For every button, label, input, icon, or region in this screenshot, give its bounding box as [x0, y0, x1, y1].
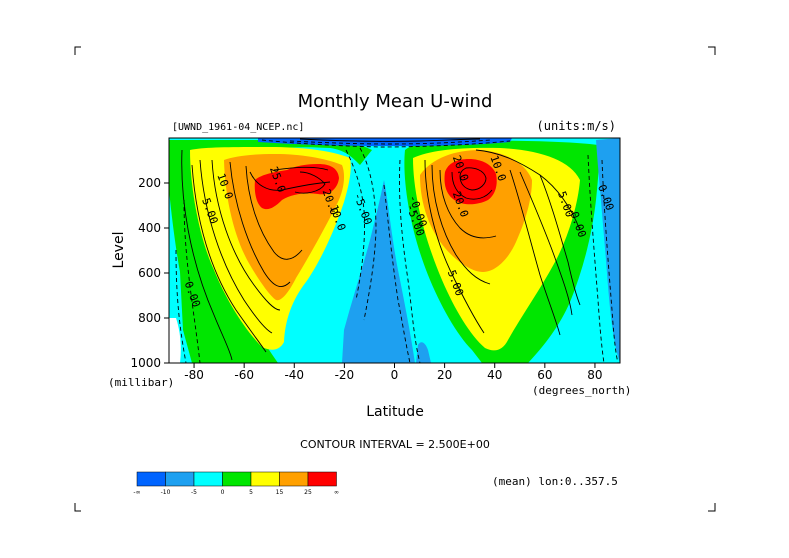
- colorbar-swatch: [222, 471, 252, 487]
- fill-nh-red: [444, 159, 497, 205]
- colorbar-tick-label: -∞: [133, 489, 140, 496]
- fill-polar-blue: [596, 138, 620, 363]
- y-axis-label: Level: [111, 232, 127, 269]
- contour-line-15: [399, 159, 421, 363]
- y-axis: 200 400 600 800 1000: [130, 176, 169, 370]
- colorbar-tick-label: 0: [221, 489, 225, 496]
- contour-line-20: [459, 167, 487, 191]
- x-tick-label: -60: [234, 368, 254, 382]
- colorbar-tick-label: 5: [249, 489, 253, 496]
- contour-line-11: [359, 147, 377, 321]
- chart-title: Monthly Mean U-wind: [298, 91, 493, 112]
- contour-line-21: [509, 169, 561, 336]
- corner-marks: [74, 46, 716, 512]
- y-tick-label: 800: [138, 311, 161, 325]
- contour-line-7: [249, 171, 331, 191]
- colorbar-tick-label: 25: [304, 489, 312, 496]
- contour-line-29: [299, 138, 481, 142]
- x-tick-label: 0: [391, 368, 399, 382]
- x-tick-label: 20: [437, 368, 452, 382]
- x-axis-label: Latitude: [366, 404, 424, 420]
- colorbar-swatch: [193, 471, 223, 487]
- contour-line-22: [519, 171, 573, 316]
- fill-tropic-blue: [342, 180, 415, 363]
- colorbar-swatch: [136, 471, 166, 487]
- contour-line-18: [439, 169, 497, 239]
- x-axis: -80 -60 -40 -20 0 20 40 60 80: [184, 363, 603, 382]
- contour-line-14: [383, 184, 411, 363]
- contour-line-17: [431, 164, 491, 285]
- colorbar-swatch: [250, 471, 280, 487]
- footer-note: (mean) lon:0..357.5: [492, 475, 618, 488]
- fill-missing-data: [169, 318, 181, 363]
- contour-line-19: [451, 171, 493, 200]
- contour-fills: [169, 138, 620, 363]
- contour-line-28: [289, 139, 491, 145]
- contour-line-3: [211, 159, 281, 311]
- contour-line-4: [229, 161, 291, 288]
- contour-line-24: [475, 149, 581, 231]
- x-tick-label: -80: [184, 368, 204, 382]
- colorbar-tick-label: ∞: [334, 489, 339, 496]
- contour-line-25: [587, 154, 605, 363]
- y-tick-label: 600: [138, 266, 161, 280]
- x-tick-label: 60: [537, 368, 552, 382]
- contour-line-8: [273, 166, 329, 171]
- subtitle-dataset: [UWND_1961-04_NCEP.nc]: [172, 122, 304, 133]
- colorbar-swatch: [279, 471, 309, 487]
- colorbar-swatch: [307, 471, 337, 487]
- colorbar-tick-label: -5: [191, 489, 197, 496]
- y-tick-label: 1000: [130, 356, 161, 370]
- x-tick-label: -40: [284, 368, 304, 382]
- contour-line-23: [539, 174, 581, 306]
- contour-line-9: [294, 171, 326, 194]
- contour-lines: [175, 138, 619, 363]
- colorbar-tick-label: 15: [276, 489, 284, 496]
- contour-line-12: [183, 199, 201, 363]
- contour-line-5: [245, 165, 303, 260]
- y-tick-label: 400: [138, 221, 161, 235]
- contour-line-13: [175, 249, 187, 363]
- contour-line-1: [191, 164, 267, 353]
- y-unit-label: (millibar): [108, 376, 174, 389]
- x-tick-label: 80: [587, 368, 602, 382]
- x-tick-label: -20: [335, 368, 355, 382]
- contour-line-10: [345, 149, 365, 301]
- contour-line-16: [424, 159, 485, 334]
- colorbar-swatch: [165, 471, 195, 487]
- colorbar: -∞ -10 -5 0 5 15 25 ∞: [133, 471, 339, 496]
- contour-line-6: [181, 149, 233, 361]
- contour-line-26: [601, 159, 619, 363]
- colorbar-tick-label: -10: [161, 489, 171, 496]
- contour-interval-text: CONTOUR INTERVAL = 2.500E+00: [300, 438, 490, 451]
- contour-line-2: [199, 159, 273, 334]
- fill-tropic-blue-2: [416, 342, 431, 363]
- x-unit-label: (degrees_north): [532, 384, 631, 397]
- y-tick-label: 200: [138, 176, 161, 190]
- contour-line-27: [261, 139, 511, 148]
- x-tick-label: 40: [487, 368, 502, 382]
- subtitle-units: (units:m/s): [537, 119, 616, 133]
